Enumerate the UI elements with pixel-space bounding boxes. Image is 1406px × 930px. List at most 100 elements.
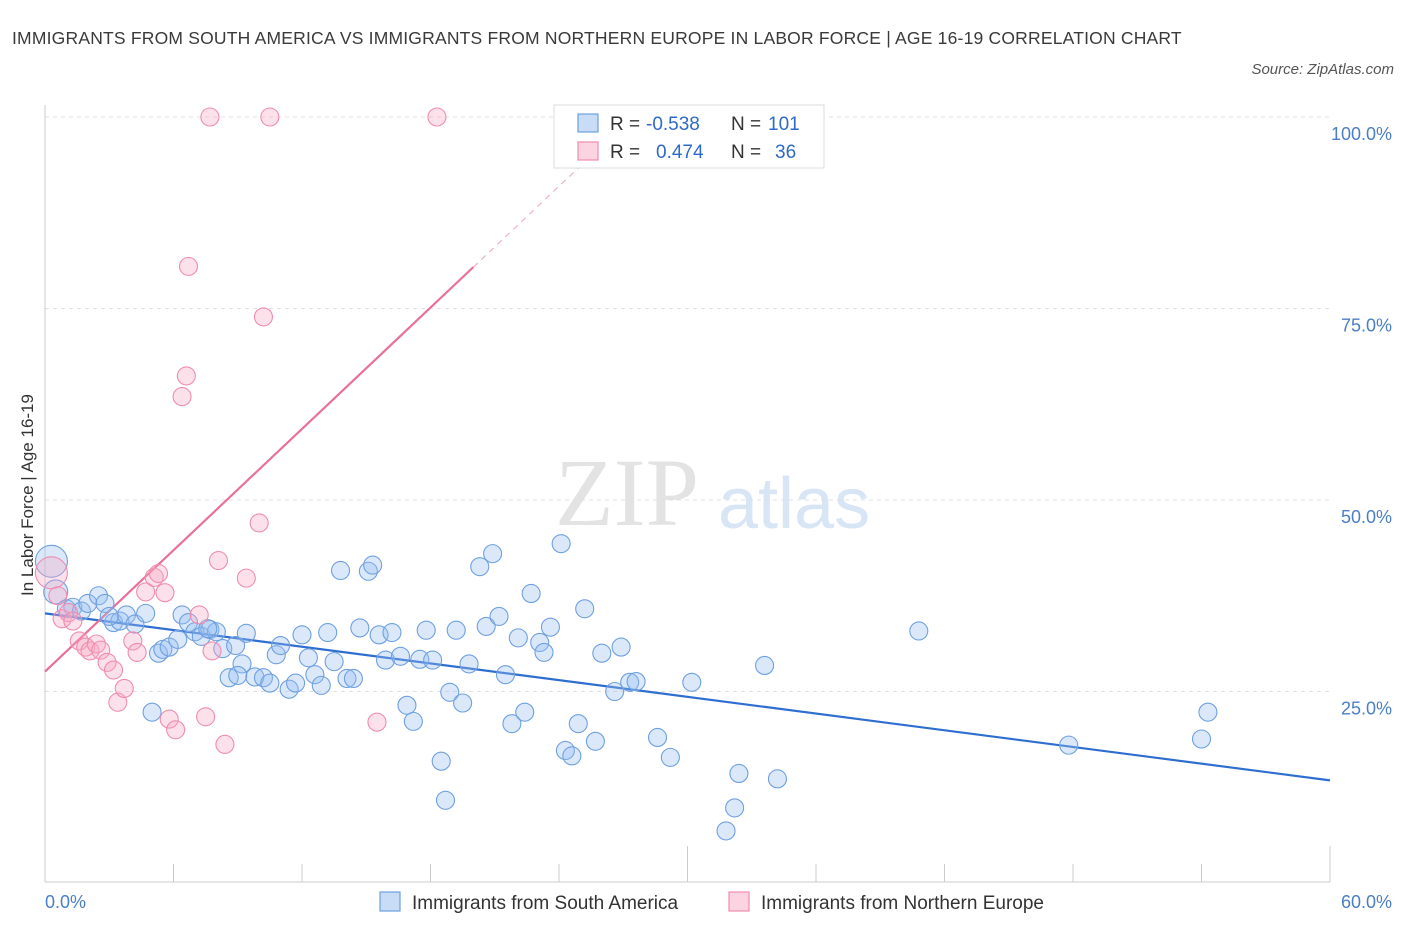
point-south-america: [232, 654, 252, 674]
point-south-america: [476, 616, 496, 636]
point-south-america: [540, 617, 560, 637]
point-northern-europe: [148, 563, 169, 584]
source-label: Source: ZipAtlas.com: [1251, 61, 1394, 78]
point-northern-europe: [48, 586, 68, 606]
point-south-america: [34, 544, 68, 578]
point-northern-europe: [91, 640, 111, 660]
point-south-america: [489, 606, 509, 626]
point-south-america: [382, 622, 402, 643]
point-south-america: [311, 675, 331, 695]
bottom-legend-swatch-south-america: [379, 891, 401, 912]
point-northern-europe: [260, 107, 280, 127]
point-south-america: [620, 672, 640, 692]
point-south-america: [172, 605, 192, 625]
x-tick-label: 60.0%: [1341, 892, 1392, 912]
point-northern-europe: [63, 611, 83, 631]
legend-n-value: 101: [768, 114, 800, 135]
point-south-america: [226, 635, 246, 656]
y-tick-label: 100.0%: [1331, 124, 1392, 144]
y-axis-label: In Labor Force | Age 16-19: [18, 394, 37, 596]
point-south-america: [647, 727, 668, 748]
point-northern-europe: [103, 660, 124, 680]
point-south-america: [286, 673, 306, 693]
point-south-america: [266, 645, 286, 665]
point-south-america: [909, 621, 929, 641]
point-south-america: [562, 746, 582, 766]
point-northern-europe: [159, 709, 179, 729]
point-northern-europe: [427, 107, 447, 127]
legend-r-label: R =: [610, 114, 640, 135]
trend-line-south-america: [44, 612, 1331, 782]
x-tick-label: 0.0%: [45, 892, 86, 912]
trend-line-northern-europe: [44, 266, 475, 673]
point-south-america: [271, 635, 291, 656]
point-south-america: [626, 671, 646, 692]
point-northern-europe: [155, 583, 175, 603]
point-south-america: [568, 714, 588, 734]
point-south-america: [260, 673, 280, 693]
data-points: [34, 107, 1218, 841]
point-south-america: [305, 665, 325, 685]
point-south-america: [682, 672, 702, 692]
point-south-america: [585, 731, 605, 751]
point-south-america: [521, 583, 541, 604]
point-northern-europe: [196, 707, 216, 727]
point-south-america: [397, 695, 417, 715]
point-south-america: [611, 637, 631, 657]
point-south-america: [318, 622, 338, 643]
legend-n-label: N =: [731, 142, 761, 163]
point-northern-europe: [172, 387, 192, 407]
point-south-america: [483, 544, 503, 564]
point-south-america: [198, 619, 218, 639]
point-south-america: [725, 798, 745, 818]
y-tick-label: 25.0%: [1341, 699, 1392, 719]
point-south-america: [440, 682, 460, 702]
point-northern-europe: [249, 513, 269, 533]
point-northern-europe: [200, 107, 220, 127]
legend-swatch-northern-europe: [577, 141, 599, 161]
point-south-america: [660, 747, 680, 767]
point-northern-europe: [236, 568, 256, 588]
point-northern-europe: [215, 734, 235, 754]
point-northern-europe: [189, 605, 209, 625]
point-northern-europe: [208, 550, 229, 571]
point-south-america: [423, 650, 443, 670]
point-south-america: [555, 740, 575, 761]
point-south-america: [375, 650, 396, 670]
point-south-america: [435, 790, 456, 810]
chart-title: IMMIGRANTS FROM SOUTH AMERICA VS IMMIGRA…: [12, 28, 1182, 48]
point-northern-europe: [253, 307, 274, 327]
y-tick-label: 50.0%: [1341, 507, 1392, 527]
trend-lines: [44, 165, 1331, 782]
point-south-america: [43, 579, 69, 605]
point-south-america: [502, 714, 522, 734]
point-south-america: [551, 534, 571, 554]
bottom-legend-label-south-america: Immigrants from South America: [412, 893, 679, 914]
point-south-america: [515, 702, 535, 722]
point-northern-europe: [367, 712, 387, 732]
point-northern-europe: [166, 720, 186, 740]
point-south-america: [508, 628, 528, 648]
point-south-america: [403, 711, 423, 731]
point-south-america: [575, 599, 595, 619]
point-south-america: [142, 702, 162, 722]
point-south-america: [446, 620, 466, 640]
series-legend: Immigrants from South America Immigrants…: [379, 891, 1044, 914]
point-south-america: [416, 620, 436, 640]
point-northern-europe: [123, 631, 143, 651]
point-south-america: [1198, 702, 1218, 722]
point-south-america: [350, 618, 370, 638]
point-south-america: [390, 646, 411, 666]
legend-n-label: N =: [731, 114, 761, 135]
point-south-america: [330, 560, 351, 581]
legend-n-value: 36: [775, 142, 796, 163]
point-northern-europe: [114, 678, 134, 698]
point-south-america: [755, 655, 775, 676]
point-south-america: [168, 629, 188, 649]
point-south-america: [343, 668, 363, 689]
point-south-america: [324, 652, 344, 672]
point-northern-europe: [97, 652, 117, 672]
legend-r-value: -0.538: [646, 114, 700, 135]
point-south-america: [136, 603, 156, 623]
